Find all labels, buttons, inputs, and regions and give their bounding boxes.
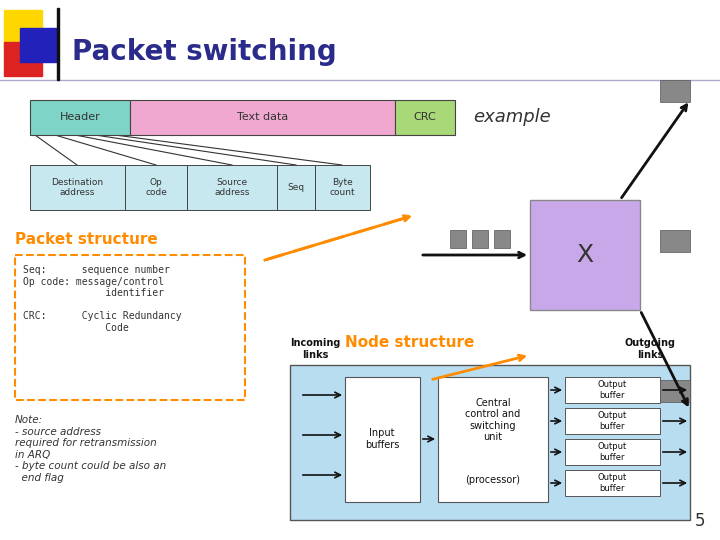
Bar <box>660 230 690 252</box>
Text: Packet structure: Packet structure <box>15 232 158 247</box>
Bar <box>57 8 59 80</box>
Text: Outgoing
links: Outgoing links <box>624 339 675 360</box>
Text: Output
buffer: Output buffer <box>598 473 626 492</box>
Text: Output
buffer: Output buffer <box>598 442 626 462</box>
Text: Central
control and
switching
unit: Central control and switching unit <box>465 397 521 442</box>
Text: Destination
address: Destination address <box>51 178 104 197</box>
Text: Seq: Seq <box>287 183 305 192</box>
Text: CRC: CRC <box>413 112 436 123</box>
Text: Node structure: Node structure <box>345 335 474 350</box>
Text: Source
address: Source address <box>215 178 250 197</box>
Bar <box>565 439 660 465</box>
Bar <box>565 377 660 403</box>
Bar <box>530 200 640 310</box>
Text: example: example <box>473 109 551 126</box>
Text: Incoming
links: Incoming links <box>290 339 340 360</box>
Bar <box>315 165 370 210</box>
Bar <box>125 165 187 210</box>
Text: Note:
- source address
required for retransmission
in ARQ
- byte count could be : Note: - source address required for retr… <box>15 415 166 483</box>
Bar <box>472 230 488 248</box>
Bar <box>345 377 420 502</box>
Bar <box>4 42 42 76</box>
Bar <box>290 365 690 520</box>
Bar <box>565 408 660 434</box>
Bar <box>4 10 42 48</box>
Text: X: X <box>577 243 593 267</box>
Bar <box>660 80 690 102</box>
Text: Packet switching: Packet switching <box>72 38 337 66</box>
Bar <box>130 100 395 135</box>
Text: 5: 5 <box>695 512 705 530</box>
Text: (processor): (processor) <box>466 475 521 485</box>
Bar <box>565 470 660 496</box>
Bar <box>494 230 510 248</box>
Bar <box>450 230 466 248</box>
Bar <box>187 165 277 210</box>
Bar <box>277 165 315 210</box>
Bar <box>20 28 58 62</box>
Bar <box>660 380 690 402</box>
Bar <box>438 377 548 502</box>
Text: Header: Header <box>60 112 100 123</box>
Bar <box>395 100 455 135</box>
Bar <box>30 165 125 210</box>
Text: Output
buffer: Output buffer <box>598 411 626 431</box>
Text: Output
buffer: Output buffer <box>598 380 626 400</box>
Text: Input
buffers: Input buffers <box>365 428 399 450</box>
Text: Op
code: Op code <box>145 178 167 197</box>
Text: Byte
count: Byte count <box>330 178 355 197</box>
Text: Seq:      sequence number
Op code: message/control
              identifier

CRC: Seq: sequence number Op code: message/co… <box>23 265 181 333</box>
Bar <box>30 100 130 135</box>
Text: Text data: Text data <box>237 112 288 123</box>
